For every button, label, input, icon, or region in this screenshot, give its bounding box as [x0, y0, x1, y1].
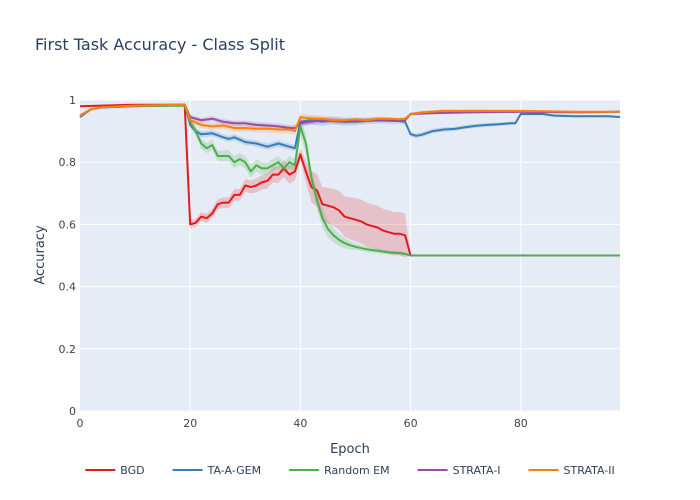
y-tick-label: 0: [69, 405, 76, 418]
band-bgd: [80, 104, 620, 258]
legend-item-random-em[interactable]: Random EM: [289, 464, 390, 477]
x-tick-label: 20: [183, 417, 197, 430]
y-tick-label: 0.2: [59, 343, 77, 356]
series-line-strata-ii: [79, 103, 620, 133]
y-tick-labels: 0 0.2 0.4 0.6 0.8 1: [59, 94, 77, 418]
series-line-bgd: [79, 103, 620, 257]
x-tick-labels: 0 20 40 60 80: [77, 417, 528, 430]
y-tick-label: 0.6: [59, 218, 77, 231]
legend-label: STRATA-II: [564, 464, 615, 477]
x-tick-label: 80: [514, 417, 528, 430]
legend-label: Random EM: [324, 464, 389, 477]
y-tick-label: 0.4: [59, 281, 77, 294]
y-axis-title: Accuracy: [33, 225, 48, 285]
legend-item-strata-i[interactable]: STRATA-I: [417, 464, 501, 477]
y-tick-label: 1: [69, 94, 76, 107]
legend-label: STRATA-I: [453, 464, 501, 477]
x-tick-label: 60: [404, 417, 418, 430]
x-axis-title: Epoch: [330, 442, 370, 457]
x-tick-label: 0: [77, 417, 84, 430]
legend-item-strata-ii[interactable]: STRATA-II: [528, 464, 615, 477]
series-lines: [79, 103, 621, 257]
legend-item-bgd[interactable]: BGD: [85, 464, 145, 477]
series-line-random-em: [79, 104, 620, 257]
y-tick-label: 0.8: [59, 156, 77, 169]
legend: BGD TA-A-GEM Random EM STRATA-I STRATA-II: [85, 464, 615, 477]
legend-item-ta-a-gem[interactable]: TA-A-GEM: [172, 464, 262, 477]
chart-title: First Task Accuracy - Class Split: [35, 35, 285, 54]
legend-label: BGD: [120, 464, 144, 477]
legend-label: TA-A-GEM: [207, 464, 262, 477]
x-tick-label: 40: [293, 417, 307, 430]
